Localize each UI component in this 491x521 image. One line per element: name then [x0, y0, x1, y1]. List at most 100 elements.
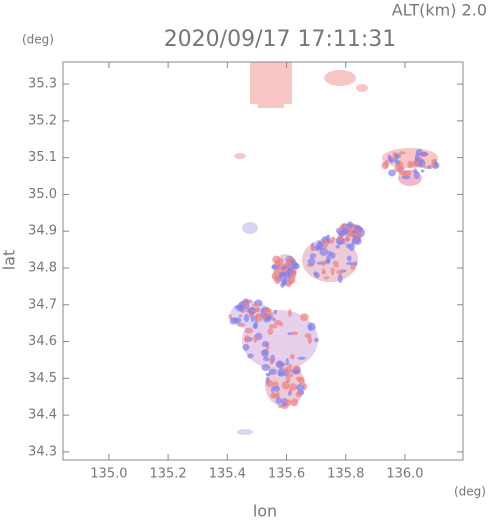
echo-patch: [237, 429, 253, 435]
echo-speck: [324, 258, 331, 265]
echo-speck: [321, 271, 326, 275]
echo-patch: [242, 222, 258, 234]
echo-speck: [407, 160, 413, 169]
echo-speck: [244, 327, 254, 334]
y-axis-label: lat: [0, 250, 19, 271]
echo-speck: [289, 353, 295, 360]
y-tick-label: 34.6: [28, 334, 57, 349]
echo-patch: [250, 62, 292, 104]
y-tick-label: 34.4: [28, 408, 57, 423]
echo-speck: [310, 243, 315, 252]
echo-speck: [288, 309, 292, 317]
echo-speck: [329, 252, 336, 259]
echo-speck: [253, 320, 259, 330]
echo-speck: [261, 364, 271, 371]
echo-speck: [332, 260, 339, 265]
echo-speck: [277, 371, 285, 377]
echo-speck: [401, 175, 411, 180]
echo-speck: [419, 151, 428, 157]
echo-speck: [300, 313, 309, 321]
echo-speck: [415, 160, 421, 164]
x-unit: (deg): [454, 485, 486, 499]
echo-speck: [307, 322, 316, 331]
echo-speck: [265, 379, 273, 387]
echo-speck: [285, 357, 289, 366]
echo-speck: [278, 404, 282, 409]
echo-speck: [291, 369, 300, 374]
echo-speck: [281, 381, 290, 390]
echo-speck: [291, 398, 299, 407]
echo-speck: [350, 262, 356, 271]
x-axis-label: lon: [253, 502, 277, 521]
echo-speck: [274, 319, 282, 326]
echo-speck: [355, 226, 364, 232]
echo-speck: [241, 301, 249, 306]
echo-speck: [309, 253, 317, 259]
echo-speck: [398, 170, 403, 175]
echo-speck: [296, 384, 304, 391]
timestamp: 2020/09/17 17:11:31: [164, 27, 397, 52]
echo-speck: [396, 165, 405, 173]
echo-speck: [413, 168, 418, 174]
echo-speck: [284, 399, 292, 405]
echo-speck: [252, 303, 260, 307]
echo-speck: [307, 257, 316, 266]
x-tick-label: 135.4: [209, 467, 246, 482]
y-unit: (deg): [22, 33, 54, 47]
echo-speck: [345, 236, 350, 241]
echo-speck: [270, 392, 278, 399]
echo-speck: [273, 309, 278, 315]
y-tick-label: 34.9: [28, 224, 57, 239]
echo-speck: [261, 348, 269, 358]
y-tick-label: 34.8: [28, 260, 57, 275]
echo-speck: [267, 328, 274, 335]
y-tick-label: 34.5: [28, 371, 57, 386]
echo-speck: [314, 337, 319, 343]
echo-speck: [236, 304, 245, 312]
echo-speck: [273, 385, 281, 393]
echo-speck: [336, 236, 344, 241]
echo-speck: [285, 278, 292, 288]
echo-patch: [324, 70, 356, 86]
echo-speck: [286, 256, 294, 262]
echo-speck: [288, 388, 293, 395]
echo-speck: [272, 264, 276, 269]
echo-speck: [285, 376, 291, 383]
echo-speck: [295, 376, 303, 381]
echo-speck: [265, 372, 271, 377]
echo-speck: [431, 159, 436, 169]
echo-speck: [388, 169, 396, 177]
echo-speck: [229, 317, 238, 325]
echo-speck: [283, 262, 293, 268]
echo-speck: [414, 153, 420, 161]
plot-frame: [62, 61, 464, 461]
echo-speck: [297, 356, 306, 360]
echo-speck: [283, 366, 293, 374]
x-tick-label: 135.6: [268, 467, 305, 482]
echo-patch: [258, 100, 284, 108]
echo-speck: [247, 353, 254, 359]
echo-speck: [420, 169, 425, 173]
echo-speck: [244, 335, 250, 343]
x-tick-label: 135.2: [149, 467, 186, 482]
echo-speck: [282, 277, 287, 286]
echo-speck: [336, 269, 344, 275]
echo-speck: [262, 356, 270, 362]
y-tick-label: 35.0: [28, 187, 57, 202]
echo-speck: [339, 224, 344, 231]
echo-speck: [333, 264, 340, 268]
echo-speck: [394, 152, 399, 162]
echo-speck: [319, 247, 329, 257]
echo-speck: [313, 271, 318, 276]
echo-speck: [242, 343, 250, 351]
echo-speck: [243, 313, 250, 323]
echo-speck: [342, 228, 348, 236]
echo-speck: [323, 276, 330, 280]
echo-speck: [304, 333, 312, 338]
echo-speck: [388, 156, 393, 160]
echo-speck: [288, 373, 294, 378]
echo-speck: [307, 336, 313, 344]
echo-speck: [346, 255, 352, 262]
y-tick-label: 34.3: [28, 444, 57, 459]
echo-speck: [263, 307, 272, 313]
